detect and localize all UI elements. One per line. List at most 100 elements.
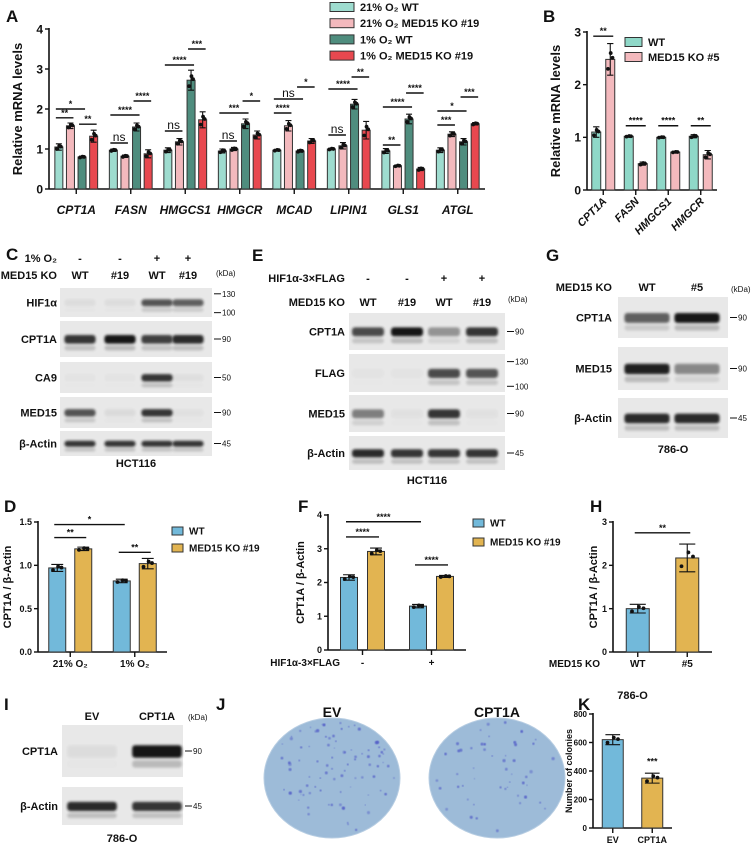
colony (308, 791, 312, 795)
cell-line-label: 786-O (107, 833, 138, 845)
bar (340, 576, 358, 651)
data-point (411, 605, 416, 610)
protein-band (104, 374, 135, 381)
y-tick-label: 4 (317, 510, 322, 520)
data-point (616, 737, 620, 742)
chart-K: 0 200 400 600 800 Number of colonies 786-O EV CP… (564, 690, 672, 845)
colony (512, 759, 516, 763)
colony (483, 748, 486, 751)
colony-plates: EV CPT1A (263, 704, 566, 839)
y-tick-label: 400 (574, 767, 588, 776)
colony (314, 786, 317, 788)
data-point (703, 155, 708, 160)
lane-condition: #19 (179, 270, 197, 282)
condition-label: MED15 KO (556, 282, 613, 294)
significance-label: **** (276, 103, 291, 113)
protein-band-faint (352, 420, 384, 426)
colony (456, 785, 460, 789)
protein-band-faint (64, 448, 96, 452)
kda-unit-label: (kDa) (731, 285, 751, 294)
plate-label: EV (323, 704, 342, 720)
lane-condition: #19 (111, 270, 129, 282)
y-tick-label: 0 (602, 647, 607, 657)
colony (308, 776, 311, 778)
protein-label: β-Actin (20, 801, 58, 813)
data-point (592, 133, 596, 138)
bar (392, 165, 402, 190)
protein-band-faint (391, 459, 423, 464)
kda-unit-label: (kDa) (508, 295, 528, 304)
protein-band-faint (391, 338, 423, 344)
bar (688, 135, 699, 191)
colony (486, 722, 490, 726)
data-point (141, 564, 146, 569)
data-point (187, 84, 191, 89)
panel-label-J: J (216, 695, 225, 714)
data-point (691, 554, 695, 559)
colony (438, 786, 442, 790)
bar (77, 156, 87, 190)
colony (280, 756, 284, 760)
protein-band (104, 440, 136, 447)
protein-band-faint (104, 448, 136, 452)
protein-band (104, 299, 136, 307)
y-tick-label: 1.0 (19, 561, 32, 571)
colony (331, 756, 334, 759)
colony (333, 777, 336, 781)
protein-band (428, 368, 460, 378)
data-point (85, 546, 90, 551)
western-blot-E: HIF1α-3×FLAG - - + + MED15 KO WT #19 WT #19 (kDa) C… (268, 273, 529, 487)
colony (347, 823, 349, 826)
lane-condition: WT (71, 270, 88, 282)
data-point (378, 549, 383, 554)
panel-label-H: H (590, 497, 602, 516)
panel-label-K: K (578, 695, 591, 714)
colony (521, 781, 525, 785)
kda-marker: 90 (193, 747, 202, 756)
y-tick-label: 3 (317, 544, 322, 554)
panel-label-I: I (4, 695, 9, 714)
data-point (115, 580, 120, 584)
colony (495, 829, 499, 833)
kda-marker: 45 (515, 449, 524, 458)
legend-swatch (329, 50, 355, 61)
colony (324, 735, 327, 738)
data-point (651, 774, 656, 779)
protein-band-faint (391, 380, 423, 385)
data-point (409, 116, 413, 121)
category-label: HMGCR (669, 196, 707, 234)
kda-marker: 90 (515, 410, 524, 419)
bar (601, 739, 624, 829)
colony (473, 803, 475, 806)
colony (383, 748, 386, 751)
colony (309, 726, 312, 729)
colony (376, 764, 380, 768)
bar (132, 126, 142, 190)
error-bar (188, 69, 195, 91)
significance-label: *** (441, 115, 452, 125)
protein-band-faint (674, 376, 720, 383)
protein-band-faint (172, 418, 203, 422)
significance-label: ** (600, 26, 608, 36)
data-point (374, 548, 379, 552)
colony (520, 730, 524, 733)
data-point (146, 559, 151, 564)
bar (447, 133, 457, 190)
protein-band (132, 801, 182, 811)
significance-label: * (250, 91, 254, 101)
colony (299, 729, 302, 733)
protein-band (428, 449, 460, 458)
category-label: MCAD (276, 203, 312, 217)
y-axis-label: Relative mRNA levels (548, 45, 563, 177)
protein-label: β-Actin (307, 448, 345, 460)
category-label: 21% O₂ (53, 659, 88, 670)
colony (335, 740, 337, 743)
colony (360, 776, 364, 779)
chart-H: 0 1 2 3 CPT1A / β-Actin WT #5 ** MED15 KO (549, 517, 712, 670)
cell-line-label: HCT116 (116, 458, 156, 470)
condition-label: 1% O₂ (25, 253, 58, 265)
bar (656, 136, 667, 191)
colony (364, 804, 366, 806)
category-label: #5 (682, 659, 694, 670)
protein-band-faint (141, 418, 173, 423)
